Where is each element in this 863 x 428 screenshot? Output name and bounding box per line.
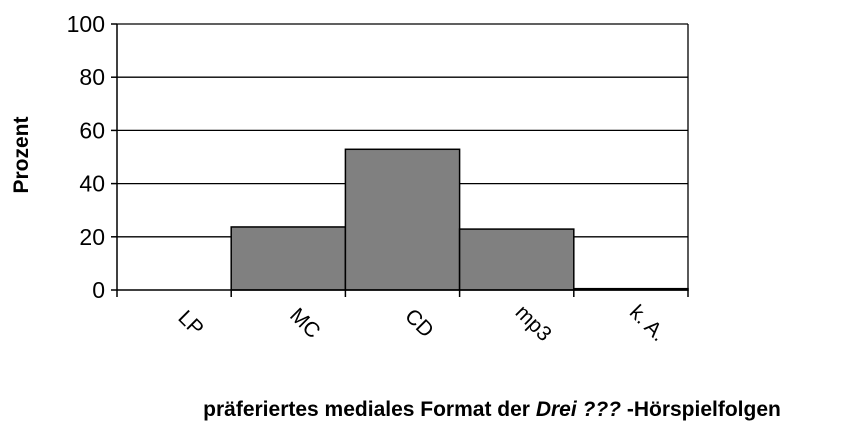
- x-axis-label: präferiertes mediales Format der Drei ??…: [203, 398, 781, 421]
- x-tick-labels: LP MC CD mp3 k. A.: [116, 290, 689, 346]
- x-axis-label-suffix: -Hörspielfolgen: [627, 398, 781, 421]
- x-axis-label-emphasis: Drei ???: [536, 398, 621, 421]
- y-tick-label: 80: [79, 64, 105, 90]
- y-axis-label: Prozent: [10, 116, 33, 193]
- x-tick-label: CD: [400, 305, 438, 343]
- bar-cd: [344, 148, 461, 291]
- y-tick-labels: 0 20 40 60 80 100: [67, 11, 117, 303]
- x-tick-label: k. A.: [625, 301, 670, 346]
- bar-mc: [230, 226, 347, 291]
- x-tick-label: mp3: [511, 301, 556, 346]
- gridlines: [117, 23, 689, 290]
- y-tick-label: 40: [79, 171, 105, 197]
- axes: [116, 24, 688, 291]
- x-axis-label-prefix: präferiertes mediales Format der: [203, 398, 530, 421]
- y-tick-label: 100: [67, 11, 105, 37]
- x-tick-label: MC: [285, 304, 324, 343]
- bar-mp3: [458, 228, 575, 291]
- y-tick-label: 20: [79, 224, 105, 250]
- bars: [230, 148, 689, 291]
- y-tick-label: 60: [79, 117, 105, 143]
- x-tick-label: LP: [173, 306, 207, 340]
- y-tick-label: 0: [92, 277, 105, 303]
